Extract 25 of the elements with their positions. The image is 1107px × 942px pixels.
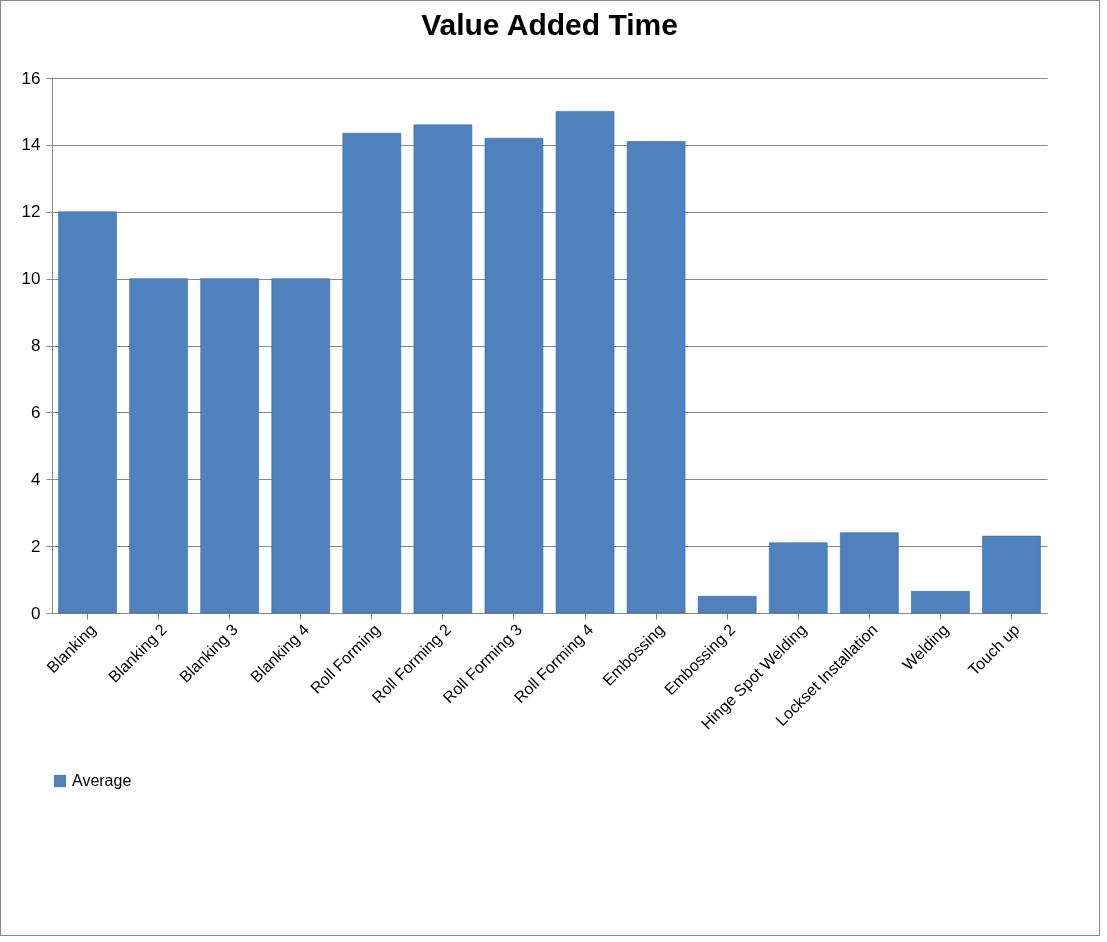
y-tick-label: 2 bbox=[31, 536, 41, 556]
y-tick-label: 0 bbox=[31, 603, 41, 623]
bar bbox=[840, 532, 899, 614]
y-tick-label: 10 bbox=[21, 269, 41, 289]
y-tick-label: 16 bbox=[21, 68, 41, 88]
legend-label: Average bbox=[72, 772, 132, 789]
bar bbox=[626, 141, 686, 614]
bar bbox=[58, 211, 117, 614]
chart-title: Value Added Time bbox=[421, 8, 678, 41]
bar bbox=[982, 535, 1041, 614]
y-tick-label: 6 bbox=[31, 402, 41, 422]
bar bbox=[555, 111, 615, 614]
bar bbox=[768, 542, 828, 614]
bar bbox=[200, 278, 259, 614]
bar bbox=[342, 132, 402, 614]
bar bbox=[911, 590, 970, 614]
bar bbox=[129, 278, 188, 614]
bar bbox=[697, 595, 757, 614]
bar bbox=[271, 278, 331, 614]
y-tick-label: 14 bbox=[21, 135, 41, 155]
bar bbox=[413, 124, 473, 614]
bar bbox=[484, 137, 544, 614]
y-tick-label: 8 bbox=[31, 336, 41, 355]
y-tick-label: 4 bbox=[31, 469, 41, 489]
y-tick-label: 12 bbox=[21, 202, 41, 222]
